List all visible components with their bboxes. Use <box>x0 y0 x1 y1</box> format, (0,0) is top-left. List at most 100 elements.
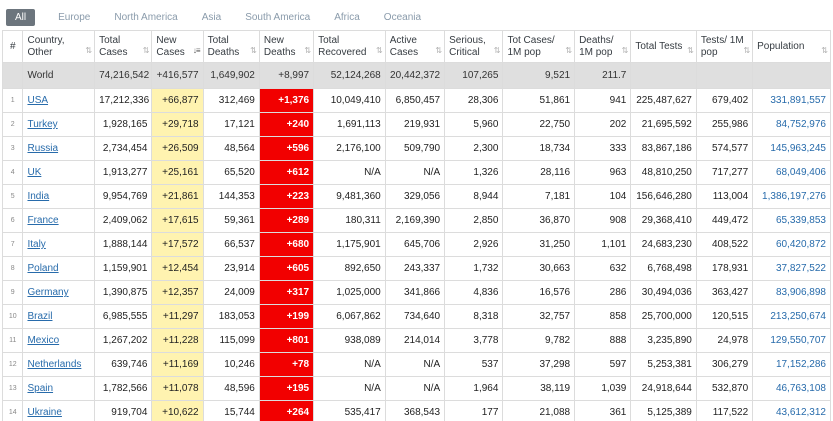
serious-critical-header[interactable]: Serious, Critical ⇅ <box>444 30 504 63</box>
country-cell: Ukraine <box>22 400 96 421</box>
population-cell[interactable]: 46,763,108 <box>752 376 831 401</box>
population-cell[interactable]: 145,963,245 <box>752 136 831 161</box>
country-link[interactable]: Ukraine <box>27 407 62 418</box>
sort-icon[interactable]: ⇅ <box>85 46 92 55</box>
tab-africa[interactable]: Africa <box>334 11 360 23</box>
new-cases-cell: +29,718 <box>151 112 204 137</box>
country-link[interactable]: France <box>27 215 59 226</box>
country-link[interactable]: UK <box>27 167 42 178</box>
tests-per-1m-cell: 717,277 <box>695 160 754 185</box>
new-cases-cell: +11,169 <box>151 352 204 377</box>
population-cell[interactable]: 331,891,557 <box>752 88 831 113</box>
table-row: 6 France 2,409,062 +17,615 59,361 +289 180,311… <box>1 208 831 233</box>
population-cell[interactable]: 84,752,976 <box>752 112 831 137</box>
sort-icon[interactable]: ⇅ <box>376 46 383 55</box>
population-cell[interactable]: 213,250,674 <box>752 304 831 329</box>
row-index: 2 <box>1 112 24 137</box>
row-index: 11 <box>1 328 24 353</box>
population-cell[interactable]: 17,152,286 <box>752 352 831 377</box>
sort-icon[interactable]: ⇅ <box>142 46 150 55</box>
population-header[interactable]: Population ⇅ <box>752 30 831 63</box>
new-cases-cell: +21,861 <box>151 184 204 209</box>
population-cell[interactable]: 65,339,853 <box>752 208 831 233</box>
sort-icon[interactable]: ⇅ <box>743 46 750 55</box>
row-index: 5 <box>1 184 24 209</box>
tab-all[interactable]: All <box>6 8 36 26</box>
serious-critical-cell: 1,732 <box>444 256 504 281</box>
index-header[interactable]: # <box>1 30 24 63</box>
country-link[interactable]: Netherlands <box>27 359 82 370</box>
country-link[interactable]: Mexico <box>27 335 60 346</box>
row-index: 8 <box>1 256 24 281</box>
population-cell[interactable]: 129,550,707 <box>752 328 831 353</box>
active-cases-header[interactable]: Active Cases ⇅ <box>384 30 446 63</box>
total-cases-cell: 1,888,144 <box>94 232 153 257</box>
country-link[interactable]: Spain <box>27 383 54 394</box>
new-cases-cell: +25,161 <box>151 160 204 185</box>
population-cell[interactable]: 43,612,312 <box>752 400 831 421</box>
sort-icon[interactable]: ⇅ <box>304 46 311 55</box>
total-deaths-cell: 17,121 <box>202 112 260 137</box>
new-deaths-cell: +289 <box>258 208 315 233</box>
header-label: Country, Other <box>27 34 65 58</box>
country-link[interactable]: Brazil <box>27 311 53 322</box>
total-tests-cell: 6,768,498 <box>630 256 697 281</box>
cases-per-1m-header[interactable]: Tot Cases/ 1M pop ⇅ <box>502 30 576 63</box>
sort-icon[interactable]: ↓≡ <box>192 46 201 55</box>
country-link[interactable]: USA <box>27 95 49 106</box>
total-cases-header[interactable]: Total Cases ⇅ <box>94 30 153 63</box>
total-cases-cell: 1,782,566 <box>94 376 153 401</box>
sort-icon[interactable]: ⇅ <box>621 46 629 55</box>
country-link[interactable]: Germany <box>27 287 69 298</box>
population-cell[interactable]: 68,049,406 <box>752 160 831 185</box>
sort-icon[interactable]: ⇅ <box>435 46 442 55</box>
sort-icon[interactable]: ⇅ <box>250 46 257 55</box>
total-deaths-header[interactable]: Total Deaths ⇅ <box>202 30 260 63</box>
population-cell[interactable]: 83,906,898 <box>752 280 831 305</box>
population-cell[interactable]: 37,827,522 <box>752 256 831 281</box>
country-link[interactable]: Russia <box>27 143 59 154</box>
header-label: Total Recovered <box>318 34 367 58</box>
new-cases-cell: +17,615 <box>151 208 204 233</box>
population-cell[interactable]: 1,386,197,276 <box>752 184 831 209</box>
active-cases-cell: 645,706 <box>384 232 446 257</box>
tab-europe[interactable]: Europe <box>58 11 91 23</box>
new-cases-cell: +416,577 <box>151 62 204 89</box>
new-cases-cell: +11,228 <box>151 328 204 353</box>
active-cases-cell: N/A <box>384 160 446 185</box>
new-deaths-cell: +612 <box>258 160 315 185</box>
total-recovered-cell: 535,417 <box>313 400 386 421</box>
tab-south-america[interactable]: South America <box>245 11 311 23</box>
tab-asia[interactable]: Asia <box>201 11 222 23</box>
total-tests-header[interactable]: Total Tests ⇅ <box>630 30 697 63</box>
cases-per-1m-cell: 16,576 <box>502 280 576 305</box>
new-deaths-header[interactable]: New Deaths ⇅ <box>258 30 315 63</box>
deaths-per-1m-cell: 104 <box>574 184 632 209</box>
country-link[interactable]: Poland <box>27 263 59 274</box>
sort-icon[interactable]: ⇅ <box>493 46 501 55</box>
deaths-per-1m-header[interactable]: Deaths/ 1M pop ⇅ <box>574 30 632 63</box>
country-cell: Poland <box>22 256 96 281</box>
sort-icon[interactable]: ⇅ <box>687 46 694 55</box>
sort-icon[interactable]: ⇅ <box>565 46 572 55</box>
active-cases-cell: N/A <box>384 376 446 401</box>
country-link[interactable]: India <box>27 191 50 202</box>
tab-oceania[interactable]: Oceania <box>383 11 422 23</box>
country-header[interactable]: Country, Other ⇅ <box>22 30 96 63</box>
serious-critical-cell: 107,265 <box>444 62 504 89</box>
country-link[interactable]: Italy <box>27 239 46 250</box>
table-header-row: # Country, Other ⇅ Total Cases ⇅ New Cases ↓≡ T… <box>1 30 831 63</box>
sort-icon[interactable]: ⇅ <box>821 46 828 55</box>
table-row: 10 Brazil 6,985,555 +11,297 183,053 +199 6,067… <box>1 304 831 329</box>
total-recovered-header[interactable]: Total Recovered ⇅ <box>313 30 386 63</box>
cases-per-1m-cell: 36,870 <box>502 208 576 233</box>
new-cases-header[interactable]: New Cases ↓≡ <box>151 30 204 63</box>
tests-per-1m-header[interactable]: Tests/ 1M pop ⇅ <box>695 30 754 63</box>
country-cell: USA <box>22 88 96 113</box>
active-cases-cell: 20,442,372 <box>384 62 446 89</box>
total-recovered-cell: 52,124,268 <box>313 62 386 89</box>
country-link[interactable]: Turkey <box>27 119 58 130</box>
population-cell[interactable]: 60,420,872 <box>752 232 831 257</box>
deaths-per-1m-cell: 632 <box>574 256 632 281</box>
tab-north-america[interactable]: North America <box>114 11 178 23</box>
